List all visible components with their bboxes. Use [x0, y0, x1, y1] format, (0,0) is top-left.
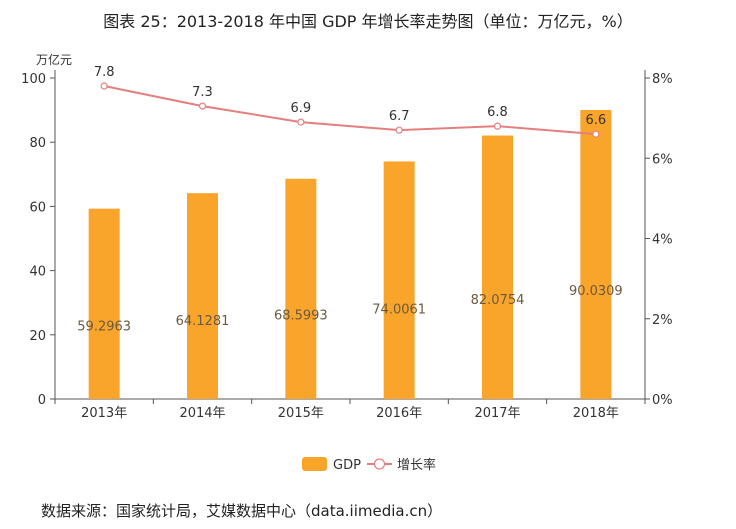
- legend-growth-marker: [373, 458, 386, 470]
- legend-gdp-swatch: [302, 457, 327, 471]
- left-tick-label: 0: [38, 393, 46, 408]
- gdp-bar-label: 68.5993: [274, 309, 328, 324]
- right-tick-label: 2%: [652, 313, 673, 328]
- gdp-bar: [482, 135, 513, 399]
- right-tick-label: 8%: [652, 72, 673, 87]
- gdp-bar-label: 82.0754: [471, 293, 525, 308]
- growth-label: 7.3: [192, 85, 213, 100]
- x-tick-label: 2016年: [376, 406, 422, 421]
- growth-point: [493, 122, 502, 130]
- growth-point: [592, 130, 600, 138]
- x-tick-label: 2013年: [81, 406, 127, 421]
- gdp-bar: [187, 193, 218, 399]
- gdp-bar: [383, 161, 415, 399]
- right-tick-label: 6%: [652, 152, 673, 167]
- growth-label: 6.6: [585, 113, 606, 128]
- left-axis-unit: 万亿元: [36, 52, 72, 67]
- growth-line: [103, 85, 596, 136]
- left-tick-label: 40: [29, 265, 46, 280]
- source-note: 数据来源：国家统计局，艾媒数据中心（data.iimedia.cn）: [41, 502, 443, 520]
- growth-point: [395, 126, 403, 134]
- x-tick-label: 2015年: [278, 406, 324, 421]
- left-tick-label: 60: [29, 200, 46, 215]
- chart-title: 图表 25：2013-2018 年中国 GDP 年增长率走势图（单位：万亿元，%…: [103, 12, 633, 31]
- x-tick-label: 2018年: [573, 406, 619, 421]
- gdp-bar-label: 74.0061: [372, 302, 426, 317]
- gdp-bar-label: 90.0309: [569, 284, 623, 299]
- right-tick-label: 0%: [652, 393, 673, 408]
- growth-point: [100, 82, 108, 90]
- growth-label: 6.7: [389, 109, 410, 124]
- growth-point: [198, 102, 207, 110]
- growth-label: 6.9: [290, 101, 311, 116]
- left-tick-label: 100: [21, 72, 46, 87]
- x-tick-label: 2014年: [179, 406, 225, 421]
- x-tick-label: 2017年: [474, 406, 520, 421]
- legend-gdp-label: GDP: [333, 458, 361, 473]
- gdp-bar-label: 59.2963: [77, 319, 131, 334]
- left-tick-label: 80: [29, 136, 46, 151]
- right-tick-label: 4%: [652, 233, 673, 248]
- gdp-bar: [580, 110, 612, 400]
- growth-label: 6.8: [487, 105, 508, 120]
- gdp-bar-label: 64.1281: [176, 314, 230, 329]
- gdp-bar: [88, 208, 120, 399]
- legend-growth-label: 增长率: [397, 457, 436, 473]
- growth-point: [297, 118, 305, 126]
- growth-label: 7.8: [94, 65, 115, 80]
- gdp-bar: [285, 178, 317, 399]
- left-tick-label: 20: [29, 329, 46, 344]
